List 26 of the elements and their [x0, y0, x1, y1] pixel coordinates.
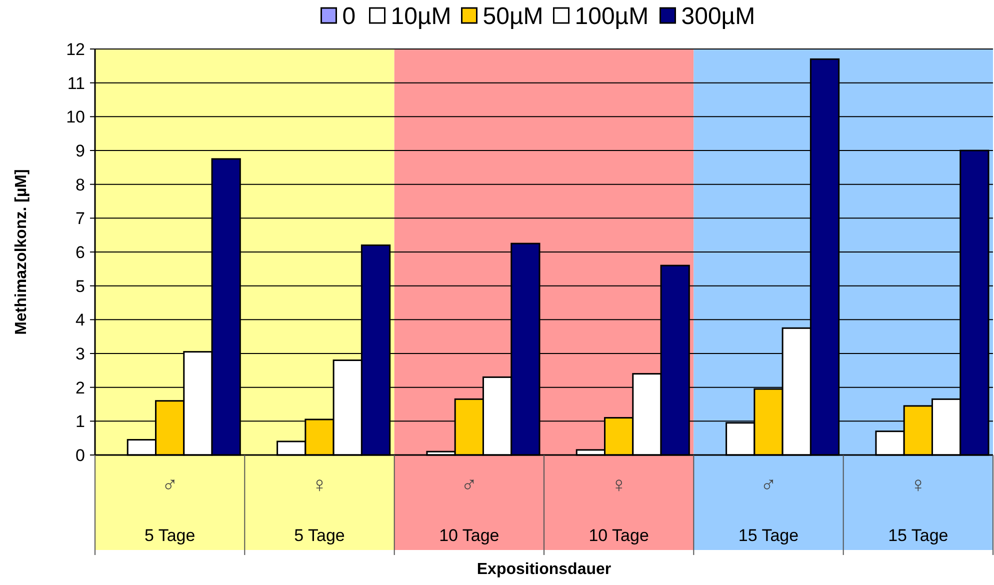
y-tick-label: 0: [76, 446, 85, 465]
y-tick-label: 3: [76, 344, 85, 364]
y-tick-label: 1: [76, 412, 85, 432]
legend-label: 100µM: [574, 3, 649, 30]
category-label: ♂ 10 Tage: [439, 472, 500, 545]
y-tick-label: 11: [67, 74, 85, 93]
y-axis-title: Methimazolkonz. [µM]: [13, 169, 30, 335]
y-tick-label: 2: [76, 378, 85, 398]
y-tick-label: 7: [76, 209, 85, 228]
y-tick-label: 12: [66, 40, 85, 59]
category-label: ♀ 10 Tage: [588, 472, 649, 545]
category-label: ♀ 5 Tage: [294, 472, 345, 545]
category-label: ♀ 15 Tage: [888, 472, 948, 545]
y-tick-label: 6: [76, 242, 85, 262]
legend-label: 0: [342, 3, 356, 30]
y-tick-label: 4: [76, 310, 85, 330]
y-tick-label: 8: [76, 175, 85, 194]
y-tick-label: 10: [66, 108, 85, 127]
legend-label: 50µM: [482, 3, 544, 30]
legend-label: 10µM: [390, 3, 452, 30]
y-tick-label: 5: [76, 276, 85, 296]
legend-label: 300µM: [681, 3, 756, 30]
text: Expositionsdauer: [476, 561, 612, 578]
category-label: ♂ 5 Tage: [144, 472, 196, 545]
category-label: ♂ 15 Tage: [738, 472, 799, 545]
y-tick-label: 9: [76, 141, 85, 160]
